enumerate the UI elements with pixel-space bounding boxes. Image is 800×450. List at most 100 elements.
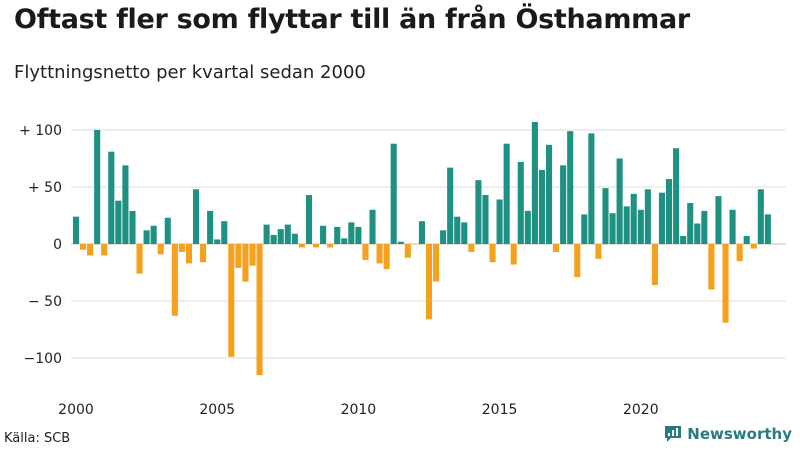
bar: [277, 229, 284, 244]
bar: [242, 244, 249, 282]
bar: [305, 194, 313, 244]
bar: [185, 244, 193, 264]
bar: [708, 244, 715, 290]
bar: [129, 210, 136, 244]
bar: [630, 193, 637, 244]
bar: [397, 241, 404, 244]
bar-chart: + 100 + 50 0 − 50 −100 2000 2005 2010 2015 2020: [19, 122, 786, 418]
bar: [150, 225, 157, 244]
bar: [192, 189, 200, 244]
bar: [348, 222, 355, 244]
brand-logo: Newsworthy: [664, 425, 792, 443]
bar: [736, 244, 743, 262]
bar: [291, 233, 298, 244]
bar: [644, 189, 651, 244]
bar: [687, 202, 694, 244]
bar: [327, 244, 334, 248]
bar: [383, 244, 390, 270]
bar: [440, 230, 447, 244]
bar: [320, 225, 327, 244]
bar: [390, 143, 397, 244]
bar: [80, 244, 87, 250]
bar: [496, 199, 503, 244]
bar: [207, 210, 214, 244]
bar: [531, 122, 538, 244]
bars: [72, 122, 771, 376]
bar: [235, 244, 242, 268]
bar: [581, 214, 588, 244]
bar: [376, 244, 383, 264]
chart-title: Oftast fler som flyttar till än från Öst…: [14, 4, 690, 35]
bar: [425, 244, 433, 320]
bar: [517, 161, 524, 244]
bar: [729, 209, 736, 244]
bar: [355, 226, 362, 244]
bar: [475, 180, 482, 244]
bar: [524, 210, 531, 244]
bar: [637, 209, 644, 244]
bar: [418, 221, 425, 244]
bar: [270, 234, 277, 244]
bar: [602, 188, 609, 244]
bar: [616, 158, 623, 244]
bar: [214, 239, 221, 244]
bar: [200, 244, 207, 263]
bar: [143, 230, 150, 244]
bar: [369, 209, 376, 244]
bar: [503, 143, 510, 244]
chart-subtitle: Flyttningsnetto per kvartal sedan 2000: [14, 62, 366, 83]
bar: [101, 244, 108, 256]
bar: [574, 244, 581, 278]
bar: [178, 244, 185, 252]
x-tick-label: 2020: [623, 402, 659, 418]
bar: [701, 210, 708, 244]
bar: [433, 244, 440, 282]
bar: [94, 130, 101, 244]
bar: [221, 221, 228, 244]
bar: [588, 133, 595, 244]
bar: [468, 244, 475, 252]
bar: [228, 244, 235, 357]
bar: [673, 148, 680, 244]
bar: [567, 131, 574, 244]
bar: [115, 200, 122, 244]
bar: [715, 196, 722, 244]
bar: [694, 223, 701, 244]
brand-name: Newsworthy: [687, 425, 792, 443]
y-tick-label: + 100: [19, 123, 62, 139]
bar: [164, 217, 171, 244]
y-tick-label: − 50: [28, 294, 62, 310]
bar: [764, 214, 771, 244]
bar: [263, 224, 270, 244]
bar: [122, 165, 129, 244]
bar: [312, 244, 320, 248]
y-axis-labels: + 100 + 50 0 − 50 −100: [19, 123, 62, 367]
bar: [284, 224, 291, 244]
bar: [560, 165, 567, 244]
bar: [609, 213, 616, 244]
bar: [651, 244, 658, 286]
y-tick-label: + 50: [28, 180, 62, 196]
bar: [362, 244, 369, 260]
bar: [623, 206, 630, 244]
x-tick-label: 2015: [482, 402, 518, 418]
bar: [482, 194, 489, 244]
bar: [108, 151, 115, 244]
bar: [750, 244, 757, 249]
bar: [404, 244, 411, 258]
bar: [298, 244, 305, 248]
y-tick-label: −100: [24, 351, 62, 367]
bar: [157, 244, 164, 255]
x-axis-labels: 2000 2005 2010 2015 2020: [58, 402, 658, 418]
bar: [256, 244, 263, 376]
bar: [743, 236, 750, 244]
x-tick-label: 2005: [199, 402, 235, 418]
bar: [595, 244, 602, 259]
bar: [249, 244, 256, 266]
bar: [341, 238, 348, 244]
y-tick-label: 0: [53, 237, 62, 253]
bar: [757, 189, 764, 244]
bar: [722, 244, 729, 323]
bar: [538, 169, 546, 244]
bar: [665, 179, 673, 244]
